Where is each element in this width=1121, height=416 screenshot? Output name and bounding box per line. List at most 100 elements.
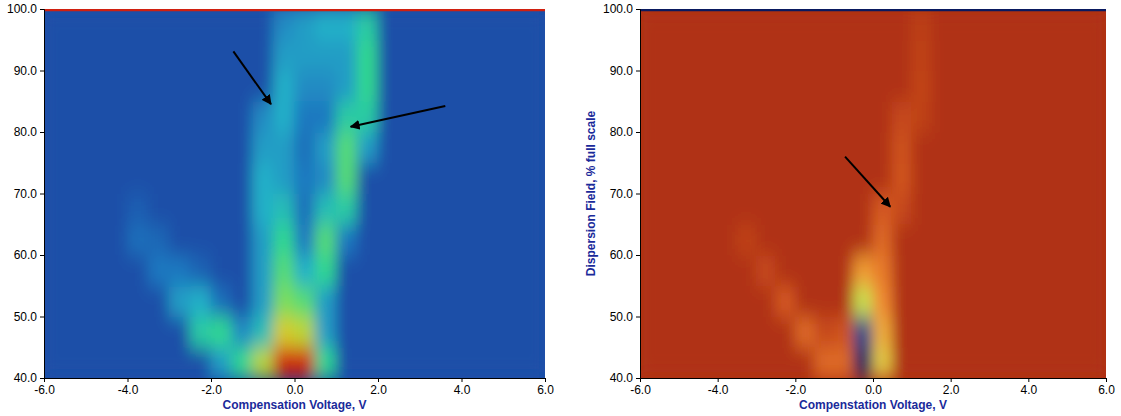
heatmap-cell bbox=[190, 70, 212, 102]
heatmap-cell bbox=[1086, 316, 1106, 348]
heatmap-cell bbox=[717, 101, 737, 133]
x-tick-mark bbox=[951, 378, 952, 382]
heatmap-cell bbox=[503, 162, 525, 194]
heatmap-cell bbox=[294, 70, 316, 102]
y-tick-label: 50.0 bbox=[14, 310, 38, 324]
heatmap-cell bbox=[273, 193, 295, 225]
heatmap-cell bbox=[659, 347, 679, 378]
heatmap-cell bbox=[378, 9, 400, 40]
heatmap-cell bbox=[1028, 347, 1048, 378]
heatmap-cell bbox=[911, 132, 931, 164]
heatmap-cell bbox=[148, 9, 170, 40]
heatmap-cell bbox=[190, 255, 212, 287]
x-tick: 2.0 bbox=[370, 378, 387, 397]
heatmap-cell bbox=[775, 255, 795, 287]
heatmap-cell bbox=[127, 224, 149, 256]
heatmap-cell bbox=[756, 193, 776, 225]
y-tick-label: 40.0 bbox=[14, 371, 38, 385]
heatmap-cell bbox=[482, 132, 504, 164]
heatmap-cell bbox=[1047, 285, 1067, 317]
heatmap-cell bbox=[1028, 285, 1048, 317]
heatmap-cell bbox=[148, 316, 170, 348]
heatmap-cell bbox=[659, 285, 679, 317]
heatmap-cell bbox=[970, 39, 990, 71]
x-tick-label: 4.0 bbox=[454, 383, 471, 397]
heatmap-cell bbox=[892, 132, 912, 164]
heatmap-cell bbox=[795, 316, 815, 348]
heatmap-cell bbox=[398, 347, 420, 378]
heatmap-cell bbox=[853, 70, 873, 102]
x-tick-mark bbox=[873, 378, 874, 382]
heatmap-cell bbox=[1028, 39, 1048, 71]
heatmap-cell bbox=[85, 347, 107, 378]
heatmap-cell bbox=[970, 132, 990, 164]
heatmap-cell bbox=[775, 70, 795, 102]
heatmap-cell bbox=[989, 39, 1009, 71]
heatmap-cell bbox=[814, 9, 834, 40]
heatmap-cell bbox=[1047, 347, 1067, 378]
heatmap-cell bbox=[127, 162, 149, 194]
heatmap-cell bbox=[640, 101, 660, 133]
heatmap-cell bbox=[892, 39, 912, 71]
heatmap-cell bbox=[950, 70, 970, 102]
heatmap-cell bbox=[950, 132, 970, 164]
y-tick-label: 90.0 bbox=[14, 64, 38, 78]
heatmap-cell bbox=[398, 193, 420, 225]
heatmap-cell bbox=[419, 9, 441, 40]
heatmap-cell bbox=[357, 316, 379, 348]
heatmap-cell bbox=[315, 70, 337, 102]
heatmap-cell bbox=[378, 193, 400, 225]
heatmap-cell bbox=[461, 39, 483, 71]
heatmap-cell bbox=[1008, 162, 1028, 194]
heatmap-cell bbox=[169, 39, 191, 71]
heatmap-cell bbox=[127, 347, 149, 378]
y-tick: 60.0 bbox=[610, 248, 640, 262]
heatmap-cell bbox=[775, 285, 795, 317]
heatmap-cell bbox=[336, 316, 358, 348]
heatmap-cell bbox=[950, 9, 970, 40]
y-tick-mark bbox=[636, 71, 640, 72]
heatmap-cell bbox=[440, 9, 462, 40]
x-tick-mark bbox=[378, 378, 379, 382]
heatmap-cell bbox=[775, 39, 795, 71]
heatmap-cell bbox=[659, 224, 679, 256]
heatmap-cell bbox=[211, 285, 233, 317]
heatmap-cell bbox=[169, 70, 191, 102]
heatmap-cell bbox=[717, 193, 737, 225]
heatmap-cell bbox=[1047, 132, 1067, 164]
heatmap-cell bbox=[419, 70, 441, 102]
heatmap-cell bbox=[737, 316, 757, 348]
heatmap-cell bbox=[524, 101, 545, 133]
heatmap-cell bbox=[398, 9, 420, 40]
heatmap-cell bbox=[775, 132, 795, 164]
heatmap-cell bbox=[1047, 101, 1067, 133]
heatmap-cell bbox=[273, 162, 295, 194]
heatmap-cell bbox=[106, 193, 128, 225]
heatmap-cell bbox=[524, 285, 545, 317]
heatmap-cell bbox=[85, 255, 107, 287]
x-tick-mark bbox=[1106, 378, 1107, 382]
heatmap-cell bbox=[64, 101, 86, 133]
heatmap-cell bbox=[106, 255, 128, 287]
x-tick-label: -4.0 bbox=[118, 383, 139, 397]
heatmap-cell bbox=[931, 224, 951, 256]
heatmap-cell bbox=[1067, 101, 1087, 133]
heatmap-cell bbox=[834, 193, 854, 225]
heatmap-cell bbox=[357, 9, 379, 40]
x-tick-label: 6.0 bbox=[1098, 383, 1115, 397]
heatmap-cell bbox=[853, 224, 873, 256]
heatmap-cell bbox=[950, 39, 970, 71]
heatmap-cell bbox=[775, 224, 795, 256]
heatmap-cell bbox=[678, 70, 698, 102]
heatmap-cell bbox=[64, 132, 86, 164]
y-tick: 60.0 bbox=[14, 248, 44, 262]
heatmap-cell bbox=[378, 316, 400, 348]
heatmap-cell bbox=[1008, 132, 1028, 164]
heatmap-cell bbox=[814, 285, 834, 317]
heatmap-cell bbox=[398, 39, 420, 71]
heatmap-cell bbox=[169, 9, 191, 40]
x-tick-label: 2.0 bbox=[370, 383, 387, 397]
heatmap-cell bbox=[419, 39, 441, 71]
y-tick-mark bbox=[636, 9, 640, 10]
heatmap-cell bbox=[717, 285, 737, 317]
